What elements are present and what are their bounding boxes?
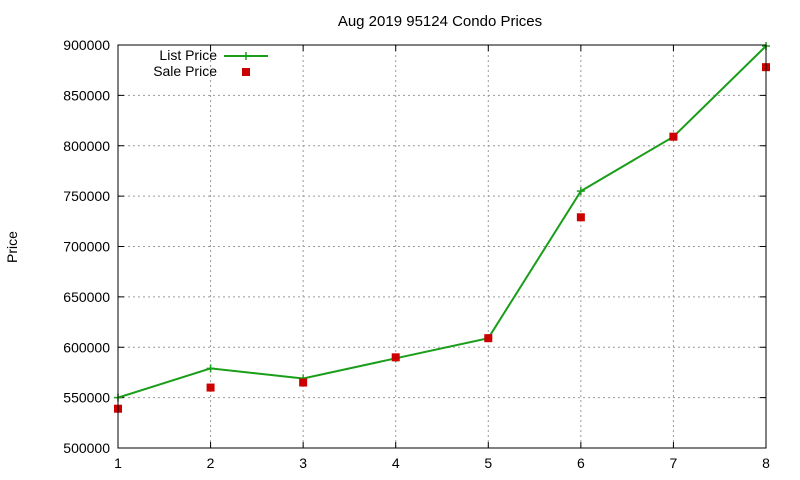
- list-price-line: [117, 45, 767, 399]
- list-price-point: [206, 364, 215, 373]
- y-tick-label: 700000: [63, 239, 110, 255]
- plot-border: [117, 44, 767, 449]
- x-axis: 1 2 3 4 5 6 7 8: [114, 45, 770, 471]
- x-tick-label: 8: [762, 455, 770, 471]
- x-tick-label: 2: [207, 455, 215, 471]
- x-tick-label: 3: [299, 455, 307, 471]
- sale-price-point: [299, 378, 308, 387]
- list-price-point: [576, 187, 585, 196]
- sale-price-point: [576, 213, 585, 222]
- sale-price-point: [206, 383, 215, 392]
- y-tick-label: 550000: [63, 390, 110, 406]
- legend-label-list-price: List Price: [159, 47, 217, 63]
- legend-label-sale-price: Sale Price: [153, 63, 217, 79]
- y-tick-label: 650000: [63, 289, 110, 305]
- sale-price-point: [669, 132, 678, 141]
- y-tick-label: 750000: [63, 188, 110, 204]
- y-axis-label: Price: [4, 231, 20, 263]
- y-tick-label: 850000: [63, 87, 110, 103]
- y-tick-label: 900000: [63, 37, 110, 53]
- y-tick-label: 800000: [63, 138, 110, 154]
- x-tick-label: 5: [484, 455, 492, 471]
- sale-price-point: [391, 353, 400, 362]
- legend-marker-sale-price: [242, 68, 250, 76]
- x-tick-label: 7: [670, 455, 678, 471]
- chart-title: Aug 2019 95124 Condo Prices: [338, 13, 542, 30]
- x-tick-label: 4: [392, 455, 400, 471]
- y-tick-label: 600000: [63, 339, 110, 355]
- sale-price-point: [484, 334, 493, 343]
- plot-series: [114, 42, 770, 413]
- grid: [118, 45, 766, 448]
- x-tick-label: 6: [577, 455, 585, 471]
- x-tick-label: 1: [114, 455, 122, 471]
- y-tick-label: 500000: [63, 440, 110, 456]
